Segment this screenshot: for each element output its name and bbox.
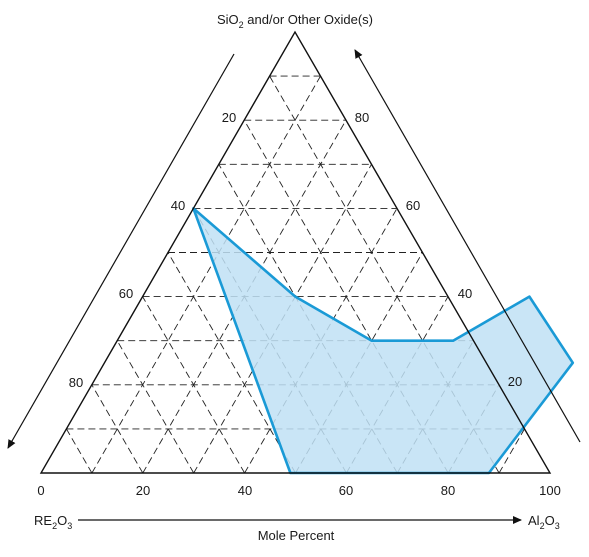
- bottom-tick-label: 20: [136, 483, 150, 498]
- grid-line-re2o3: [167, 252, 296, 474]
- left-tick-label: 40: [171, 198, 185, 213]
- right-vertex-label: Al2O3: [528, 513, 560, 531]
- left-vertex-label: RE2O3: [34, 513, 72, 531]
- bottom-tick-label: 40: [238, 483, 252, 498]
- grid-line-re2o3: [116, 340, 195, 474]
- bottom-tick-label: 60: [339, 483, 353, 498]
- bottom-tick-label: 100: [539, 483, 561, 498]
- left-tick-label: 80: [69, 375, 83, 390]
- grid-line-re2o3: [91, 384, 144, 474]
- triangle-frame: [39, 30, 552, 474]
- right-tick-label: 40: [458, 286, 472, 301]
- right-tick-label: 60: [406, 198, 420, 213]
- grid-line-re2o3: [142, 296, 245, 474]
- right-tick-label: 20: [508, 374, 522, 389]
- bottom-axis-title: Mole Percent: [258, 528, 335, 543]
- bottom-tick-label: 0: [37, 483, 44, 498]
- left-tick-label: 60: [119, 286, 133, 301]
- left-side-arrow: [7, 53, 235, 449]
- composition-region: [192, 207, 575, 475]
- bottom-tick-label: 80: [441, 483, 455, 498]
- right-side-arrow: [354, 49, 581, 443]
- left-tick-label: 20: [222, 110, 236, 125]
- right-tick-label: 80: [355, 110, 369, 125]
- grid-line-re2o3: [66, 428, 93, 474]
- grid-line-al2o3: [498, 428, 525, 474]
- top-vertex-label: SiO2 and/or Other Oxide(s): [217, 12, 373, 30]
